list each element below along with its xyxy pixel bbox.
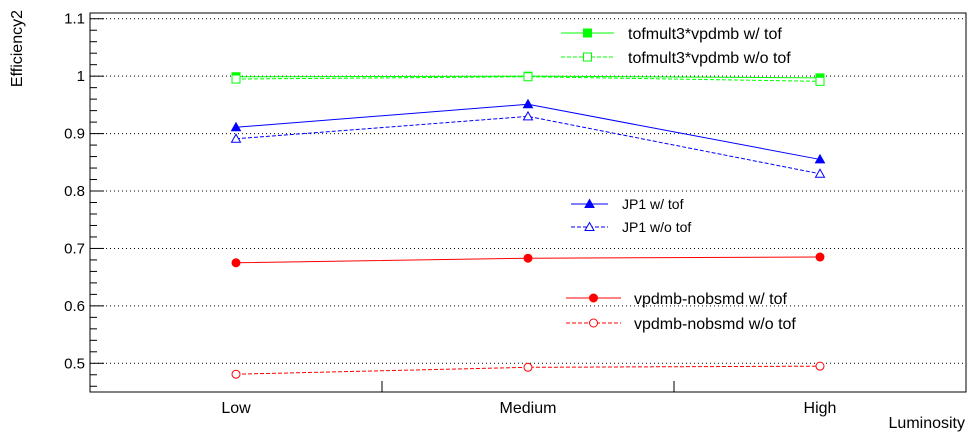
data-point [815,252,825,262]
data-point [523,253,533,263]
data-point [230,121,242,132]
data-series [230,71,826,379]
legend-label: tofmult3*vpdmb w/ tof [628,26,782,43]
y-tick-label: 1 [77,68,85,85]
data-point [814,168,826,178]
legend-marker [584,198,595,208]
data-point [231,369,241,379]
legend: vpdmb-nobsmd w/ tof vpdmb-nobsmd w/o tof [566,291,796,333]
data-point [815,76,825,86]
data-point [815,361,825,371]
data-point [814,153,826,164]
legend: tofmult3*vpdmb w/ tof tofmult3*vpdmb w/o … [561,26,791,67]
legend-label: tofmult3*vpdmb w/o tof [628,50,791,67]
y-tick-label: 0.9 [64,126,85,143]
legend-label: vpdmb-nobsmd w/o tof [634,316,796,333]
grid-lines [90,18,966,364]
series-line [235,365,821,375]
x-tick-label: High [804,400,837,417]
legend-marker [583,52,592,62]
data-point [522,98,534,109]
series-line [235,76,821,82]
legend-label: vpdmb-nobsmd w/ tof [634,291,788,308]
data-point [231,74,241,84]
legend-label: JP1 w/o tof [622,219,691,235]
y-tick-label: 1.1 [64,11,85,28]
legend-marker [584,221,595,231]
x-axis-label: Luminosity [889,415,965,432]
axes: 0.5 0.6 0.7 0.8 0.9 1 1.1 Low Medium High [64,11,967,417]
data-point [522,110,534,121]
y-tick-label: 0.5 [64,355,85,372]
data-point [231,258,241,268]
legend: JP1 w/ tof JP1 w/o tof [571,196,691,235]
series-line [235,115,821,175]
x-tick-label: Medium [500,400,557,417]
y-axis-label: Efficiency2 [9,10,26,87]
legend-marker [583,28,592,38]
legend-marker [589,318,598,328]
data-point [523,72,533,82]
legend-marker [589,293,598,303]
data-point [230,133,242,143]
y-tick-label: 0.7 [64,240,85,257]
y-tick-label: 0.6 [64,298,85,315]
x-tick-label: Low [221,400,251,417]
legends: tofmult3*vpdmb w/ tof tofmult3*vpdmb w/o … [561,26,796,333]
plot-frame [89,12,967,393]
data-point [523,362,533,372]
legend-label: JP1 w/ tof [622,196,684,212]
y-tick-label: 0.8 [64,183,85,200]
